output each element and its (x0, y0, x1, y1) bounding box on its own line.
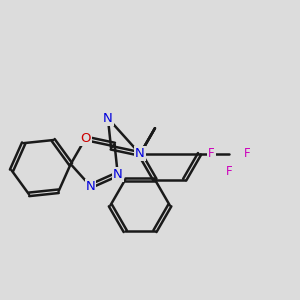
Text: N: N (135, 147, 145, 161)
Text: F: F (244, 147, 250, 161)
Text: F: F (208, 147, 215, 161)
Text: N: N (103, 112, 113, 125)
Text: N: N (86, 180, 95, 193)
Text: O: O (80, 132, 91, 145)
Text: N: N (113, 168, 123, 181)
Text: N: N (135, 147, 145, 161)
Text: F: F (226, 165, 232, 178)
